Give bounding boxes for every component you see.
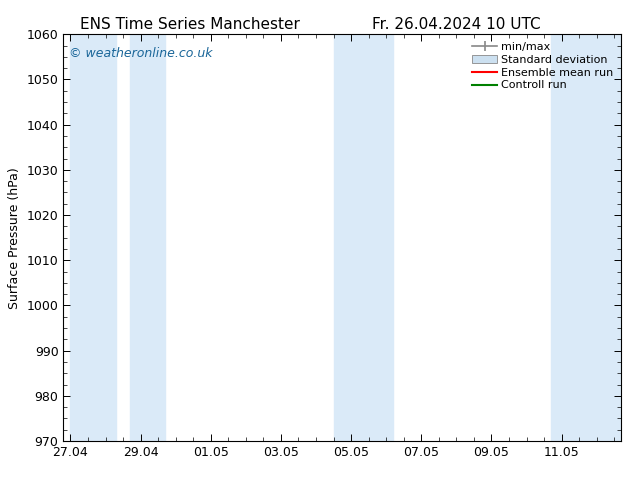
Legend: min/max, Standard deviation, Ensemble mean run, Controll run: min/max, Standard deviation, Ensemble me… [470,40,616,93]
Text: © weatheronline.co.uk: © weatheronline.co.uk [69,47,212,59]
Bar [70,34,116,441]
Y-axis label: Surface Pressure (hPa): Surface Pressure (hPa) [8,167,21,309]
Title: ENS Time Series Manchester      Fr. 26.04.2024 10 UTC: ENS Time Series Manchester Fr. 26.04.202… [0,489,1,490]
Bar [130,34,165,441]
Text: ENS Time Series Manchester: ENS Time Series Manchester [81,17,300,32]
Bar [551,34,621,441]
Bar [333,34,393,441]
Text: Fr. 26.04.2024 10 UTC: Fr. 26.04.2024 10 UTC [372,17,541,32]
